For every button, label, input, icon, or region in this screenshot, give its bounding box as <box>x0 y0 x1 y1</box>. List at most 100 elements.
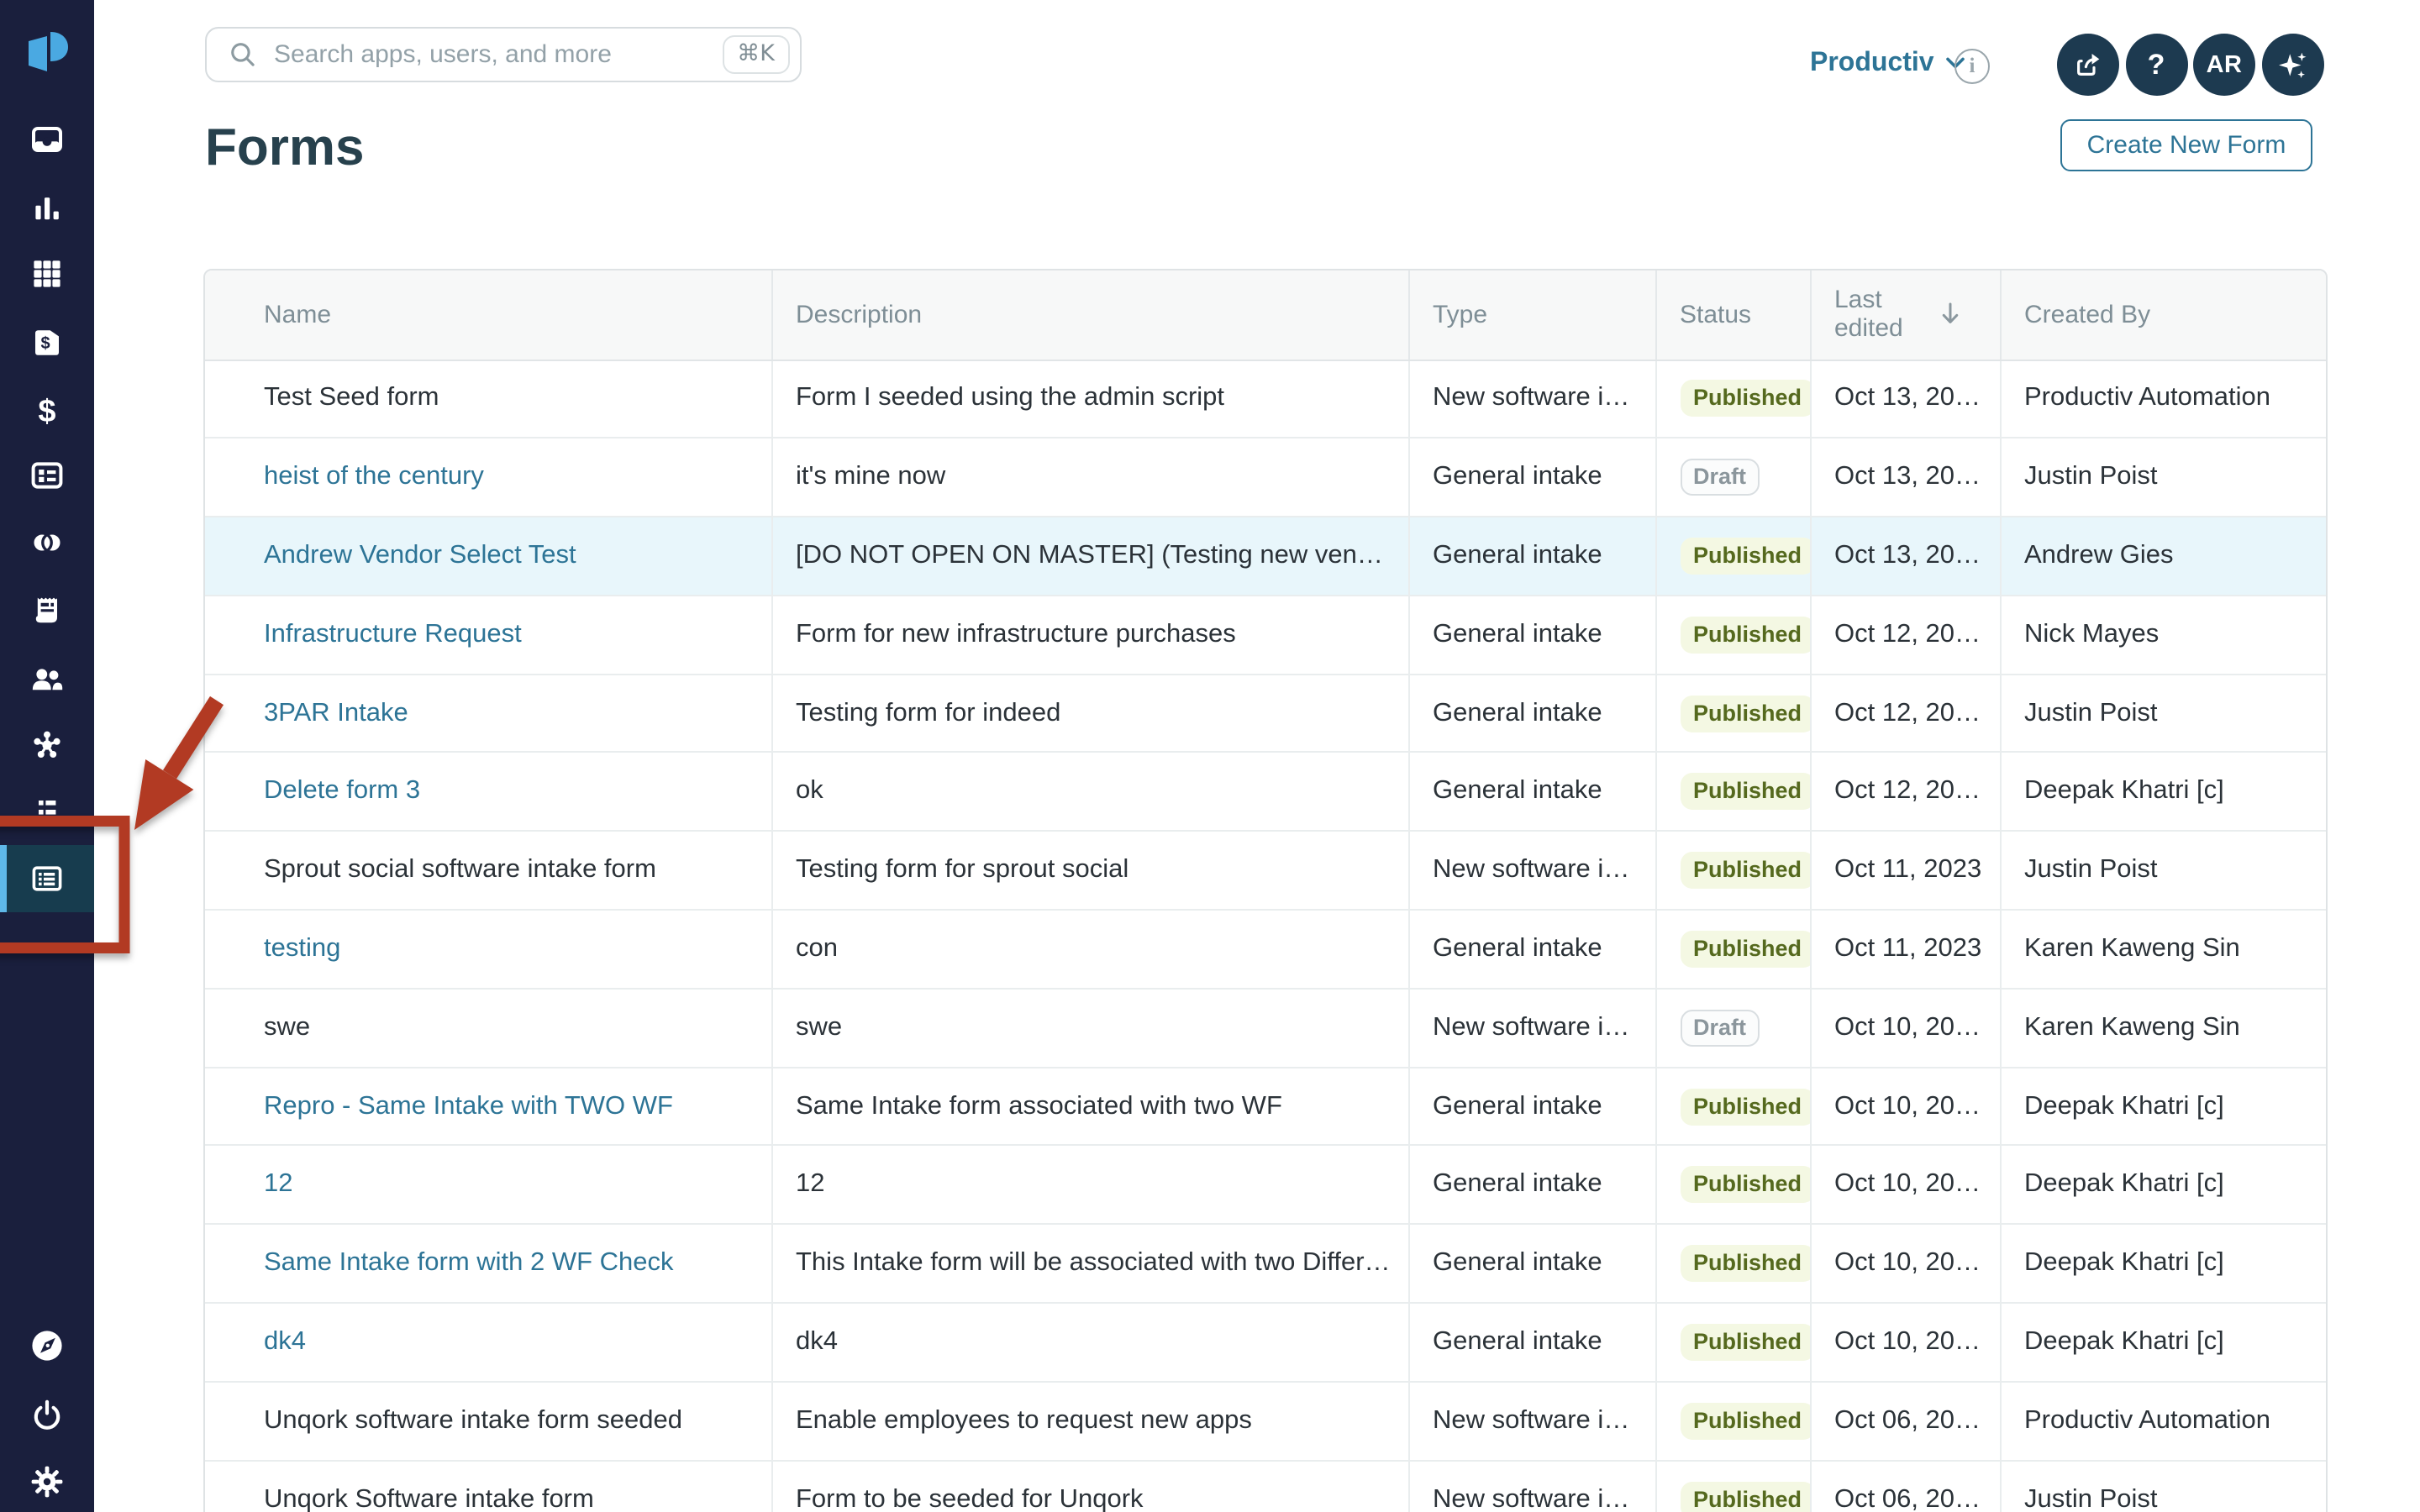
form-name[interactable]: Same Intake form with 2 WF Check <box>264 1248 674 1278</box>
sidebar-item-hidden-partial[interactable] <box>0 780 94 847</box>
org-switcher[interactable]: Productiv <box>1810 49 1965 79</box>
compass-icon <box>32 1331 62 1361</box>
question-mark-icon: ? <box>2147 48 2165 80</box>
form-created-by: Deepak Khatri [c] <box>1999 1303 2326 1383</box>
form-created-by: Andrew Gies <box>1999 517 2326 596</box>
form-description: dk4 <box>771 1303 1408 1383</box>
column-header-created-by[interactable]: Created By <box>1999 270 2326 360</box>
column-header-status[interactable]: Status <box>1655 270 1810 360</box>
org-name: Productiv <box>1810 49 1934 77</box>
table-row: Andrew Vendor Select Test [DO NOT OPEN O… <box>205 517 2326 596</box>
table-row: swe swe New software intake Draft Oct 10… <box>205 988 2326 1068</box>
table-body: Test Seed form Form I seeded using the a… <box>205 360 2326 1512</box>
form-description: Form to be seeded for Unqork <box>771 1460 1408 1512</box>
status-badge: Published <box>1680 1245 1810 1283</box>
form-last-edited: Oct 10, 2023 <box>1809 1224 2000 1305</box>
sidebar-item-apps-grid[interactable] <box>0 240 94 307</box>
sidebar-item-overlap[interactable] <box>0 509 94 576</box>
form-name[interactable]: Repro - Same Intake with TWO WF <box>264 1091 673 1121</box>
form-created-by: Nick Mayes <box>1999 595 2326 675</box>
sidebar-item-workspace[interactable] <box>0 106 94 173</box>
table-row: Same Intake form with 2 WF Check This In… <box>205 1224 2326 1305</box>
form-description: 12 <box>771 1145 1408 1226</box>
sidebar-item-billing-receipt[interactable] <box>0 576 94 643</box>
form-last-edited: Oct 10, 2023 <box>1809 1145 2000 1226</box>
form-last-edited: Oct 12, 2023 <box>1809 595 2000 675</box>
table-row: Unqork software intake form seeded Enabl… <box>205 1381 2326 1462</box>
form-type: General intake <box>1407 1224 1655 1305</box>
sidebar-item-integrations[interactable] <box>0 711 94 778</box>
form-last-edited: Oct 06, 2023 <box>1809 1381 2000 1462</box>
info-icon[interactable]: i <box>1954 49 1990 84</box>
form-description: Testing form for sprout social <box>771 831 1408 911</box>
search-icon <box>231 43 255 66</box>
status-badge: Published <box>1680 1323 1810 1361</box>
form-type: General intake <box>1407 752 1655 832</box>
column-header-description[interactable]: Description <box>771 270 1408 360</box>
sidebar-item-team[interactable] <box>0 645 94 712</box>
contract-dollar-icon: $ <box>35 330 59 355</box>
form-description: Form for new infrastructure purchases <box>771 595 1408 675</box>
sidebar-item-contracts[interactable]: $ <box>0 309 94 376</box>
avatar[interactable]: AR <box>2193 34 2255 96</box>
forms-table: Name Description Type Status Last edited <box>203 269 2328 1512</box>
table-row: testing con General intake Published Oct… <box>205 910 2326 990</box>
form-description: it's mine now <box>771 438 1408 518</box>
global-search[interactable]: ⌘K <box>205 27 802 82</box>
form-type: New software intake <box>1407 831 1655 911</box>
form-name[interactable]: testing <box>264 933 341 963</box>
form-last-edited: Oct 13, 2023 <box>1809 438 2000 518</box>
form-description: This Intake form will be associated with… <box>771 1224 1408 1305</box>
column-header-type[interactable]: Type <box>1407 270 1655 360</box>
column-header-name[interactable]: Name <box>205 270 771 360</box>
search-input[interactable] <box>274 40 723 69</box>
table-row: Test Seed form Form I seeded using the a… <box>205 360 2326 439</box>
sidebar-item-spend[interactable]: $ <box>0 376 94 444</box>
form-name[interactable]: 3PAR Intake <box>264 698 408 727</box>
status-badge: Draft <box>1680 459 1760 496</box>
column-header-last-edited[interactable]: Last edited <box>1809 270 2000 360</box>
sidebar-item-forms[interactable] <box>0 845 94 912</box>
form-name[interactable]: Infrastructure Request <box>264 619 522 648</box>
ai-assistant-button[interactable] <box>2261 34 2323 96</box>
form-name[interactable]: Andrew Vendor Select Test <box>264 540 576 570</box>
form-created-by: Justin Poist <box>1999 1460 2326 1512</box>
form-created-by: Productiv Automation <box>1999 360 2326 439</box>
share-icon <box>2077 54 2100 76</box>
annotation-arrow-head <box>134 759 194 830</box>
active-item-indicator <box>0 845 7 912</box>
form-last-edited: Oct 10, 2023 <box>1809 1067 2000 1147</box>
table-row: Infrastructure Request Form for new infr… <box>205 595 2326 675</box>
form-last-edited: Oct 06, 2023 <box>1809 1460 2000 1512</box>
sidebar-item-plan-card[interactable] <box>0 442 94 509</box>
help-button[interactable]: ? <box>2125 34 2187 96</box>
svg-text:$: $ <box>40 334 50 353</box>
sidebar-item-explore[interactable] <box>0 1312 94 1379</box>
sidebar-item-settings[interactable] <box>0 1448 94 1512</box>
form-name[interactable]: 12 <box>264 1169 293 1199</box>
svg-text:$: $ <box>38 394 55 429</box>
status-badge: Published <box>1680 852 1810 890</box>
forms-list-icon <box>32 866 62 891</box>
share-button[interactable] <box>2057 34 2119 96</box>
sidebar-item-logout[interactable] <box>0 1381 94 1448</box>
form-last-edited: Oct 12, 2023 <box>1809 674 2000 753</box>
form-description: con <box>771 910 1408 990</box>
form-type: General intake <box>1407 1145 1655 1226</box>
form-name: swe <box>264 1012 311 1042</box>
form-description: Enable employees to request new apps <box>771 1381 1408 1462</box>
create-new-form-button[interactable]: Create New Form <box>2060 119 2312 171</box>
sparkles-icon <box>2279 51 2307 78</box>
sort-descending-icon <box>1941 302 1958 324</box>
form-last-edited: Oct 11, 2023 <box>1809 910 2000 990</box>
hidden-list-icon <box>39 801 56 824</box>
form-name[interactable]: dk4 <box>264 1326 306 1356</box>
integrations-hub-icon <box>34 731 60 758</box>
form-last-edited: Oct 13, 2023 <box>1809 517 2000 596</box>
sidebar-item-analytics[interactable] <box>0 175 94 242</box>
sidebar-item-productiv-logo[interactable] <box>0 22 94 89</box>
form-name: Unqork software intake form seeded <box>264 1405 682 1435</box>
form-name[interactable]: heist of the century <box>264 462 484 491</box>
status-badge: Published <box>1680 1481 1810 1512</box>
form-name[interactable]: Delete form 3 <box>264 776 421 806</box>
